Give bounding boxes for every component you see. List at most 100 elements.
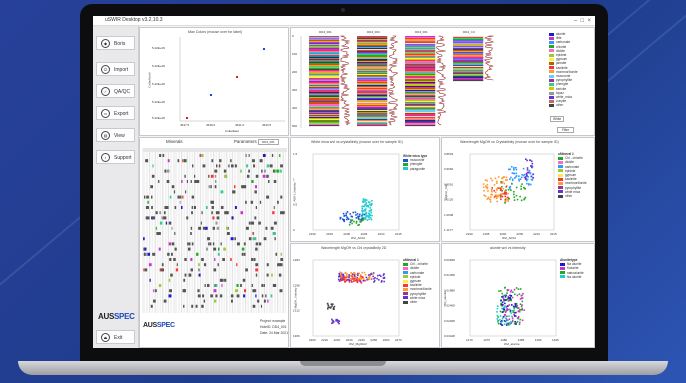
plot2-svg: 2190 2195 2200 2205 2210 2215 1.1177 1.0648 1.01…	[444, 152, 557, 236]
project-date: Date: 24 Mar 2021	[260, 331, 289, 335]
data-point	[500, 320, 502, 323]
data-point	[511, 320, 514, 323]
window-controls[interactable]: – □ ×	[573, 18, 591, 24]
data-point	[531, 166, 533, 169]
data-point	[513, 193, 515, 196]
table-cell	[151, 195, 153, 199]
data-point	[506, 315, 508, 318]
data-point	[364, 200, 366, 203]
table-cell	[190, 258, 193, 261]
depth-tick: 100	[292, 52, 298, 56]
log-track	[453, 35, 495, 82]
data-point	[518, 321, 521, 324]
data-point	[530, 175, 533, 178]
filter-dropdown[interactable]: Filter	[557, 127, 575, 133]
table-cell	[168, 294, 172, 298]
data-point	[354, 275, 356, 277]
data-point	[515, 186, 518, 189]
table-cell	[162, 154, 165, 157]
table-cell	[223, 169, 227, 173]
data-point	[505, 193, 507, 195]
table-cell	[244, 289, 247, 293]
data-point	[355, 222, 358, 224]
data-point	[372, 273, 374, 275]
x-tick: 2190	[309, 232, 316, 236]
data-point	[367, 201, 370, 203]
exit-button[interactable]: ⏏ Exit	[96, 330, 135, 344]
x-axis-label: Wvl_AlOH	[502, 236, 516, 240]
white-dropdown[interactable]: White	[550, 116, 565, 122]
data-point	[495, 194, 497, 197]
data-point	[523, 198, 525, 201]
data-point	[520, 188, 522, 190]
x-tick: 2260	[383, 338, 390, 342]
data-point	[489, 198, 491, 201]
table-cell	[217, 211, 220, 215]
table-cell	[226, 211, 229, 215]
data-point	[337, 278, 340, 281]
data-point	[524, 196, 527, 199]
data-point	[346, 211, 349, 213]
table-cell	[250, 221, 254, 225]
white-mica-plot-panel: White mica wvl vs crystallinity (mouse o…	[290, 137, 440, 242]
data-point	[504, 200, 507, 203]
table-cell	[224, 211, 228, 215]
data-point	[508, 308, 510, 311]
data-point	[518, 323, 521, 326]
table-cell	[158, 232, 161, 235]
data-point	[516, 317, 519, 319]
view-icon: ▤	[101, 131, 110, 141]
data-point	[506, 308, 509, 311]
boris-button[interactable]: ◆ Boris	[96, 36, 135, 50]
table-cell	[190, 268, 193, 272]
data-point	[347, 278, 350, 281]
data-point	[513, 288, 516, 291]
data-point	[501, 181, 504, 183]
data-point	[358, 278, 361, 281]
import-button[interactable]: ⏻ Import	[96, 62, 135, 76]
view-button[interactable]: ▤ View	[96, 128, 135, 142]
data-point	[372, 275, 375, 278]
data-point	[501, 182, 503, 184]
table-cell	[266, 195, 270, 199]
data-point	[526, 171, 529, 174]
data-point	[501, 190, 503, 192]
table-cell	[274, 237, 276, 241]
collar-scatter-svg	[179, 37, 285, 122]
data-point	[510, 289, 513, 292]
x-tick: 2200	[309, 338, 316, 342]
table-cell	[248, 154, 250, 157]
table-cell	[194, 174, 196, 178]
support-button[interactable]: i Support	[96, 150, 135, 164]
y-tick: 1.1177	[444, 228, 453, 232]
export-button[interactable]: ▭ Export	[96, 106, 135, 120]
table-cell	[179, 200, 181, 204]
table-cell	[280, 164, 283, 168]
webcam-icon	[341, 8, 345, 12]
table-cell	[226, 232, 230, 235]
data-point	[365, 203, 367, 206]
log-curve	[339, 35, 351, 126]
table-cell	[220, 206, 224, 209]
data-point	[359, 276, 362, 278]
qaqc-button[interactable]: ✓ QA/QC	[96, 84, 135, 98]
table-cell	[273, 206, 275, 209]
y-tick: 0.01368	[444, 273, 455, 277]
legend-item: sericite	[549, 87, 578, 91]
legend-item: jarosite	[549, 61, 578, 65]
table-cell	[252, 232, 255, 235]
data-point	[367, 277, 369, 280]
data-point	[511, 182, 513, 185]
y-axis-label: MgOH_Xtal	[443, 184, 448, 200]
legend-item: white mica	[403, 296, 432, 300]
hole-selector[interactable]: DD4_001	[258, 139, 279, 145]
data-point	[515, 168, 518, 171]
table-cell	[171, 185, 175, 189]
data-point	[381, 280, 383, 282]
data-point	[365, 212, 367, 214]
data-point	[327, 306, 330, 308]
data-table-svg[interactable]	[140, 138, 289, 348]
chart-title: alunite wvl vs intensity	[490, 246, 526, 250]
data-point	[356, 213, 359, 215]
data-point	[511, 179, 514, 182]
